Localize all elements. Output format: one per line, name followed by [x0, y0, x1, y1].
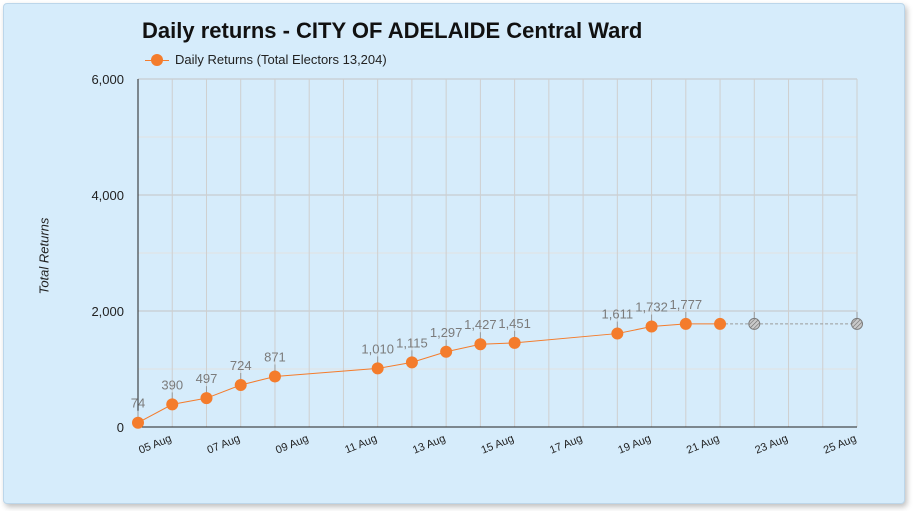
data-point	[268, 370, 281, 383]
x-tick-label: 09 Aug	[274, 433, 310, 457]
data-label: 1,010	[361, 341, 394, 356]
x-tick-label: 11 Aug	[343, 433, 379, 457]
legend-label: Daily Returns (Total Electors 13,204)	[175, 52, 387, 67]
x-tick-label: 21 Aug	[685, 433, 721, 457]
data-point	[200, 392, 213, 405]
grid	[138, 78, 858, 427]
legend[interactable]: Daily Returns (Total Electors 13,204)	[145, 52, 387, 67]
data-label: 871	[264, 349, 286, 364]
data-point	[371, 362, 384, 375]
y-tick-label: 6,000	[91, 72, 124, 87]
chart-title: Daily returns - CITY OF ADELAIDE Central…	[142, 18, 643, 43]
data-point	[474, 338, 487, 351]
y-tick-label: 0	[117, 420, 124, 435]
x-tick-label: 07 Aug	[206, 433, 242, 457]
data-label: 1,451	[498, 316, 531, 331]
projection-marker	[851, 317, 863, 330]
y-tick-label: 4,000	[91, 188, 124, 203]
data-point	[234, 379, 247, 392]
data-point	[405, 356, 418, 369]
data-point	[679, 317, 692, 330]
data-label: 1,427	[464, 317, 497, 332]
x-tick-label: 05 Aug	[137, 433, 173, 457]
data-point	[132, 416, 144, 429]
x-tick-label: 25 Aug	[822, 433, 858, 457]
data-point	[645, 320, 658, 333]
data-label: 1,732	[635, 300, 668, 315]
data-label: 724	[230, 358, 252, 373]
data-label: 1,611	[602, 307, 634, 322]
x-tick-label: 23 Aug	[753, 433, 789, 457]
series	[132, 311, 863, 429]
data-point	[166, 398, 179, 411]
x-tick-label: 15 Aug	[479, 433, 515, 457]
projection-marker	[748, 317, 761, 330]
data-label: 390	[161, 377, 183, 392]
x-tick-label: 17 Aug	[548, 433, 584, 457]
data-point	[508, 336, 521, 349]
y-tick-label: 2,000	[91, 304, 124, 319]
data-label: 1,777	[670, 297, 703, 312]
data-point	[714, 317, 727, 330]
data-label: 1,115	[396, 335, 428, 350]
data-label: 74	[131, 396, 145, 411]
data-label: 497	[196, 371, 218, 386]
data-label: 1,297	[430, 325, 463, 340]
data-point	[611, 327, 624, 340]
x-tick-label: 13 Aug	[411, 433, 447, 457]
data-point	[440, 345, 453, 358]
legend-marker-icon	[145, 53, 169, 67]
x-tick-label: 19 Aug	[616, 433, 652, 457]
